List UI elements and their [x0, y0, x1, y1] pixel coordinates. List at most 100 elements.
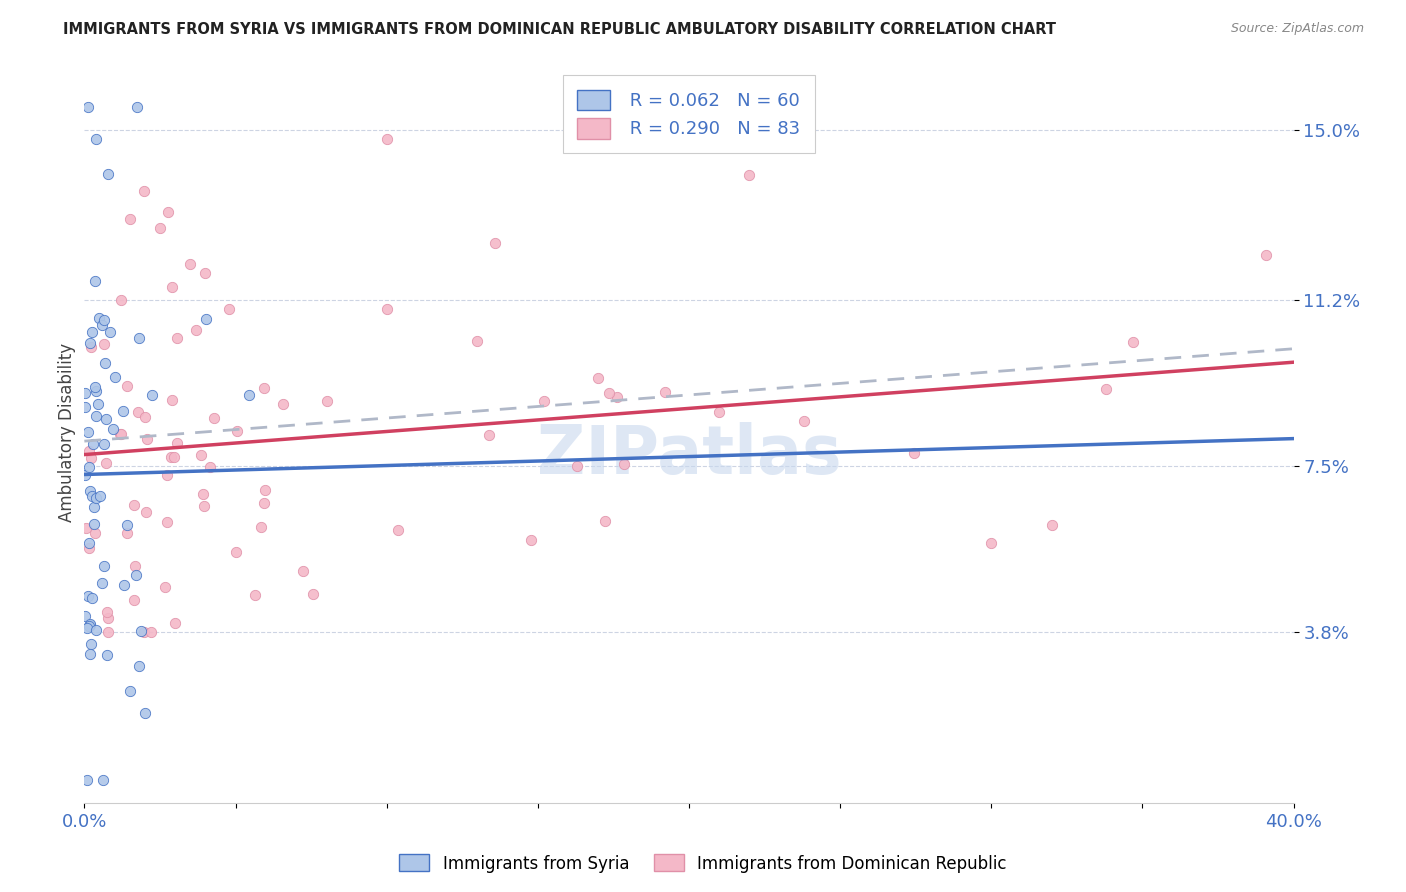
Point: [73, 467, 96, 482]
Point: [129, 624, 152, 638]
Point: [291, 564, 314, 578]
Point: [76, 589, 98, 603]
Point: [117, 518, 139, 533]
Point: [606, 390, 628, 404]
Point: [218, 302, 240, 317]
Point: [141, 388, 163, 402]
Point: [124, 568, 146, 582]
Point: [98, 326, 121, 340]
Point: [73, 385, 96, 400]
Point: [598, 386, 620, 401]
Point: [84, 409, 107, 423]
Point: [134, 184, 156, 198]
Point: [122, 499, 145, 513]
Text: Source: ZipAtlas.com: Source: ZipAtlas.com: [1230, 22, 1364, 36]
Point: [79, 444, 101, 458]
Point: [1095, 383, 1118, 397]
Point: [76, 773, 98, 788]
Point: [79, 459, 101, 474]
Point: [79, 648, 101, 662]
Point: [586, 371, 609, 385]
Point: [93, 437, 115, 451]
Point: [793, 414, 815, 428]
Point: [465, 334, 488, 348]
Point: [82, 325, 104, 339]
Point: [83, 500, 105, 515]
Point: [80, 489, 103, 503]
Point: [83, 274, 105, 288]
Point: [162, 392, 184, 407]
Point: [73, 400, 96, 414]
Point: [111, 404, 134, 418]
Point: [134, 409, 156, 424]
Point: [93, 336, 115, 351]
Point: [179, 257, 201, 271]
Point: [115, 525, 138, 540]
Point: [160, 280, 183, 294]
Point: [110, 293, 132, 308]
Point: [75, 521, 97, 535]
Point: [93, 312, 115, 326]
Point: [375, 302, 398, 317]
Point: [97, 611, 120, 625]
Point: [84, 491, 107, 506]
Point: [79, 618, 101, 632]
Point: [302, 587, 325, 601]
Point: [194, 266, 217, 280]
Point: [87, 397, 110, 411]
Point: [567, 458, 589, 473]
Point: [156, 468, 179, 483]
Point: [375, 132, 398, 146]
Point: [77, 100, 100, 114]
Point: [160, 450, 183, 464]
Point: [124, 558, 146, 573]
Point: [115, 379, 138, 393]
Point: [190, 449, 212, 463]
Point: [94, 456, 117, 470]
Point: [163, 450, 186, 465]
Point: [83, 525, 105, 540]
Point: [250, 520, 273, 534]
Point: [166, 331, 188, 345]
Point: [96, 606, 118, 620]
Point: [82, 436, 104, 450]
Legend:  R = 0.062   N = 60,  R = 0.290   N = 83: R = 0.062 N = 60, R = 0.290 N = 83: [562, 75, 815, 153]
Point: [195, 311, 218, 326]
Text: IMMIGRANTS FROM SYRIA VS IMMIGRANTS FROM DOMINICAN REPUBLIC AMBULATORY DISABILIT: IMMIGRANTS FROM SYRIA VS IMMIGRANTS FROM…: [63, 22, 1056, 37]
Point: [89, 489, 111, 503]
Point: [86, 132, 108, 146]
Point: [613, 457, 636, 471]
Point: [103, 422, 125, 436]
Point: [1254, 248, 1277, 262]
Point: [96, 648, 118, 662]
Point: [225, 424, 247, 438]
Point: [84, 623, 107, 637]
Point: [1122, 334, 1144, 349]
Point: [79, 483, 101, 498]
Point: [76, 621, 98, 635]
Point: [94, 412, 117, 426]
Point: [89, 311, 111, 326]
Point: [86, 384, 108, 398]
Point: [128, 331, 150, 345]
Point: [80, 340, 103, 354]
Point: [80, 637, 103, 651]
Point: [122, 593, 145, 607]
Point: [90, 318, 112, 332]
Point: [79, 617, 101, 632]
Point: [112, 578, 135, 592]
Point: [155, 515, 177, 529]
Point: [193, 499, 215, 513]
Point: [243, 588, 266, 602]
Point: [83, 517, 105, 532]
Point: [980, 535, 1002, 549]
Point: [654, 385, 676, 400]
Point: [903, 446, 925, 460]
Point: [104, 369, 127, 384]
Point: [132, 625, 155, 640]
Point: [184, 323, 207, 337]
Point: [84, 379, 107, 393]
Point: [110, 426, 132, 441]
Point: [97, 167, 120, 181]
Point: [253, 496, 276, 510]
